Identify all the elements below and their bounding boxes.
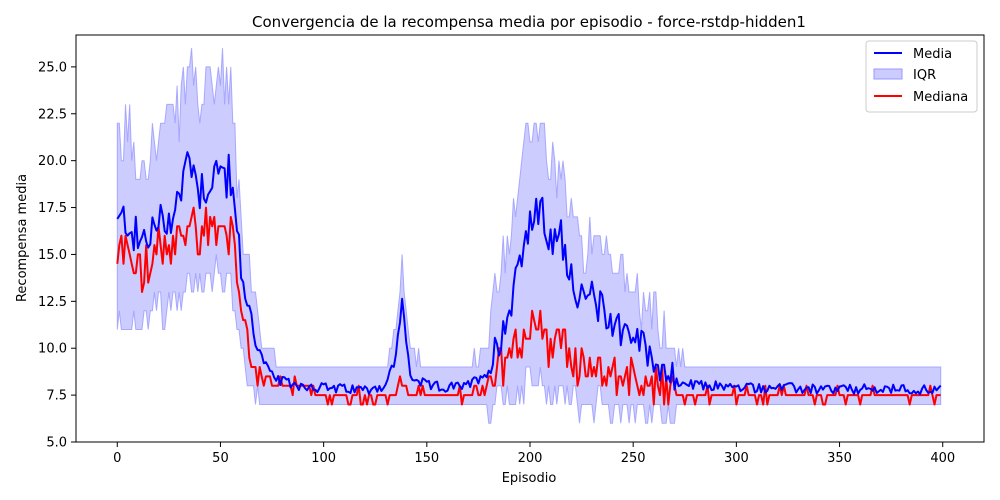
x-tick-label: 200: [518, 451, 543, 466]
y-tick-label: 20.0: [38, 154, 67, 169]
x-tick-label: 100: [311, 451, 336, 466]
x-tick-label: 150: [414, 451, 439, 466]
x-tick-label: 0: [113, 451, 121, 466]
x-axis: 0 50 100 150 200 250 300 350 400: [113, 442, 955, 466]
mediana-line: [116, 206, 941, 406]
y-tick-label: 15.0: [38, 248, 67, 263]
y-tick-label: 17.5: [38, 201, 67, 216]
y-tick-label: 5.0: [46, 436, 67, 451]
legend: Media IQR Mediana: [865, 40, 978, 113]
y-axis: 5.0 7.5 10.0 12.5 15.0 17.5 20.0 22.5 25.0: [38, 60, 76, 451]
x-axis-label: Episodio: [502, 471, 557, 486]
x-tick-label: 250: [621, 451, 646, 466]
y-tick-label: 25.0: [38, 60, 67, 75]
plot-area: [116, 48, 942, 424]
legend-media-label: Media: [913, 47, 952, 62]
x-tick-label: 400: [930, 451, 955, 466]
media-line: [116, 151, 942, 396]
y-tick-label: 10.0: [38, 342, 67, 357]
legend-mediana-label: Mediana: [913, 90, 968, 105]
y-tick-label: 7.5: [46, 389, 67, 404]
x-tick-label: 300: [724, 451, 749, 466]
chart-title: Convergencia de la recompensa media por …: [252, 13, 806, 31]
y-tick-label: 12.5: [38, 295, 67, 310]
legend-box: [865, 40, 978, 113]
y-tick-label: 22.5: [38, 107, 67, 122]
legend-iqr-swatch: [873, 68, 903, 80]
x-tick-label: 50: [212, 451, 229, 466]
y-axis-label: Recompensa media: [15, 174, 30, 302]
legend-iqr-label: IQR: [913, 68, 936, 83]
x-tick-label: 350: [827, 451, 852, 466]
